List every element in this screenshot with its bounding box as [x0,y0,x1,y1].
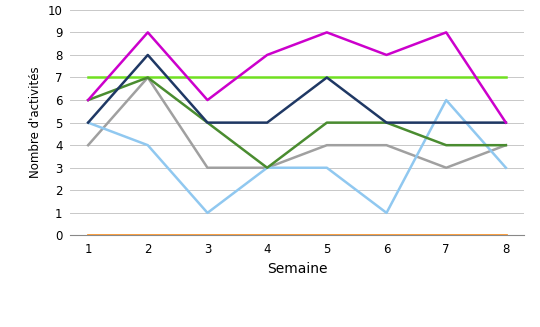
Y-axis label: Nombre d'activités: Nombre d'activités [29,67,42,179]
Legend: P01, P02, P03, P04, P05, P06, P07, P08: P01, P02, P03, P04, P05, P06, P07, P08 [89,326,505,327]
X-axis label: Semaine: Semaine [267,262,327,276]
